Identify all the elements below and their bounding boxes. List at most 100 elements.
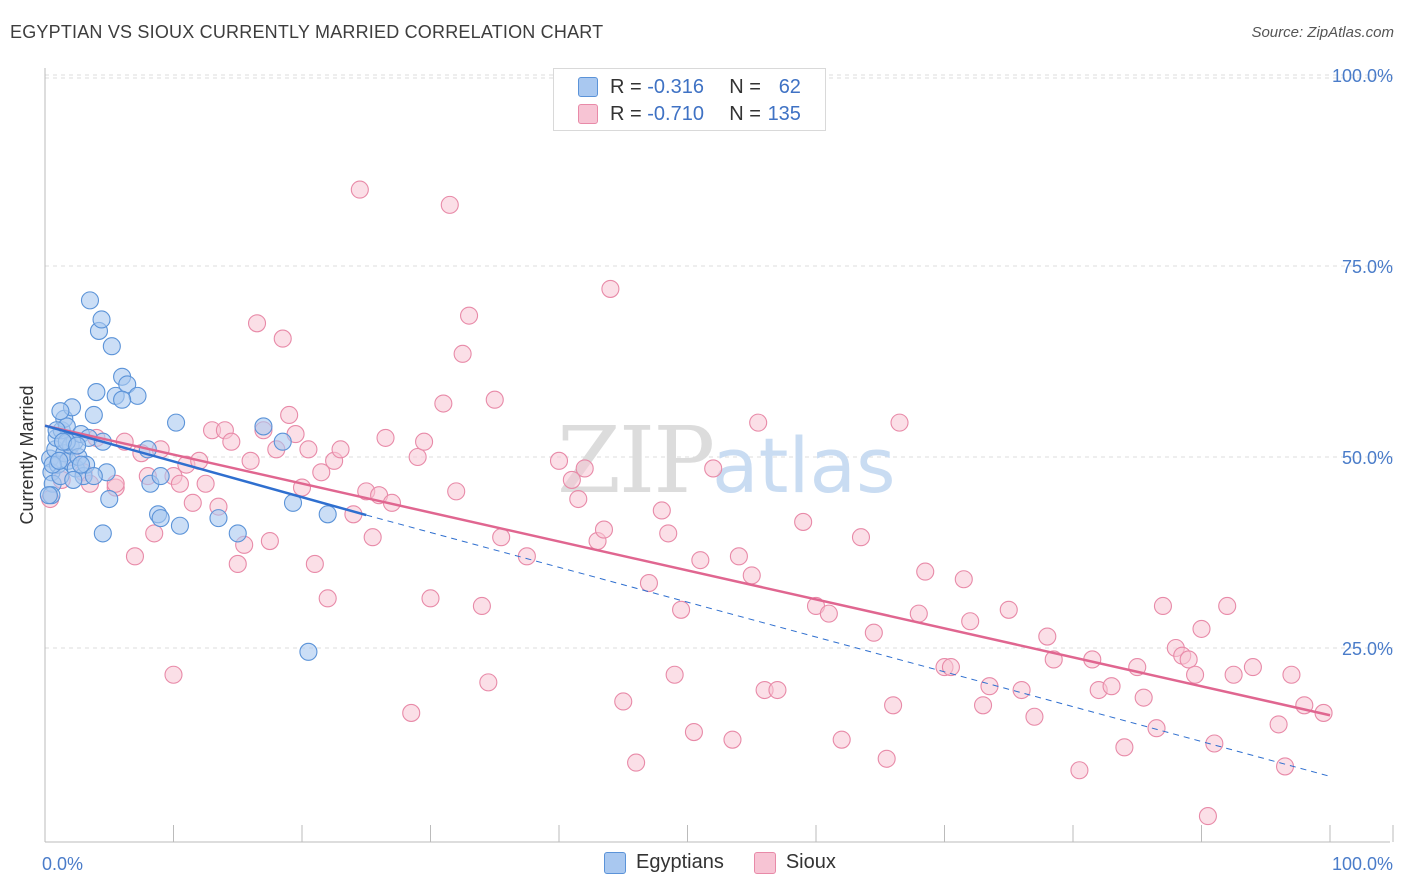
sioux-point <box>877 749 896 768</box>
sioux-point <box>492 528 511 547</box>
sioux-point <box>639 574 659 593</box>
sioux-point <box>832 730 851 749</box>
sioux-point <box>691 551 710 570</box>
sioux-point <box>472 596 491 616</box>
egyptians-point <box>113 390 132 409</box>
sioux-point <box>241 451 260 470</box>
sioux-point <box>890 413 909 432</box>
sioux-point <box>562 470 581 489</box>
sioux-point <box>280 405 299 425</box>
sioux-point <box>228 554 247 574</box>
sioux-point <box>1134 688 1153 707</box>
egyptians-trend-line <box>44 424 367 517</box>
stats-legend: R = -0.316 N = 62 R = -0.710 N = 135 <box>553 68 826 131</box>
legend-egyptians-r: -0.316 <box>647 75 704 98</box>
sioux-point <box>1153 596 1172 616</box>
sioux-point <box>247 314 267 333</box>
sioux-point <box>164 665 183 684</box>
x-tick-label: 100.0% <box>1332 854 1393 874</box>
sioux-point <box>569 489 588 509</box>
y-tick-label: 100.0% <box>1332 66 1393 86</box>
y-axis-label: Currently Married <box>17 385 37 524</box>
sioux-point <box>941 658 960 677</box>
sioux-point <box>659 524 678 543</box>
sioux-point <box>183 493 202 512</box>
sioux-point <box>1275 757 1295 776</box>
egyptians-point <box>128 386 147 405</box>
source-label: Source: ZipAtlas.com <box>1251 24 1394 41</box>
legend-egyptians-n: 62 <box>778 75 801 98</box>
sioux-point <box>851 528 871 547</box>
sioux-point <box>1218 596 1237 616</box>
sioux-point <box>684 722 703 742</box>
sioux-point <box>305 554 324 574</box>
egyptians-point <box>100 489 119 509</box>
egyptians-points <box>39 291 337 661</box>
sioux-point <box>627 753 646 772</box>
egyptians-point <box>167 413 186 432</box>
legend-row-egyptians: R = -0.316 N = 62 <box>578 75 801 99</box>
sioux-point <box>601 279 620 298</box>
y-tick-label: 25.0% <box>1342 639 1393 659</box>
egyptians-point <box>84 467 103 486</box>
sioux-point <box>517 547 536 566</box>
sioux-point <box>421 589 440 608</box>
sioux-point <box>549 451 569 470</box>
sioux-point <box>729 547 748 566</box>
egyptians-point <box>170 516 189 535</box>
sioux-point <box>1115 738 1134 757</box>
sioux-point <box>222 432 241 451</box>
sioux-point <box>884 696 903 715</box>
sioux-point <box>408 447 427 467</box>
legend-item-sioux[interactable]: Sioux <box>753 851 836 874</box>
egyptians-point <box>151 467 170 486</box>
sioux-point <box>1198 807 1217 826</box>
axis-labels: 100.0% 75.0% 50.0% 25.0% 0.0% 100.0% Currently… <box>17 66 1393 874</box>
sioux-point <box>973 696 993 715</box>
egyptians-point <box>71 455 91 474</box>
sioux-point <box>1224 665 1243 684</box>
egyptians-point <box>102 337 121 356</box>
egyptians-point <box>299 642 318 661</box>
legend-r-label: R = <box>610 102 642 125</box>
sioux-point <box>440 195 459 214</box>
trend-lines <box>44 424 1331 777</box>
sioux-point <box>350 180 369 199</box>
sioux-point <box>479 673 498 692</box>
sioux-point <box>1012 680 1031 700</box>
watermark-atlas: atlas <box>712 421 896 510</box>
egyptians-point <box>84 405 103 425</box>
sioux-point <box>1205 734 1224 753</box>
sioux-point <box>909 604 928 623</box>
sioux-point <box>447 482 466 501</box>
sioux-trend-line <box>44 424 1331 717</box>
sioux-point <box>145 524 164 543</box>
egyptians-point <box>50 451 69 470</box>
sioux-point <box>402 703 421 722</box>
sioux-point <box>794 512 813 531</box>
sioux-point <box>273 329 292 348</box>
sioux-point <box>318 589 337 608</box>
sioux-point <box>125 547 144 566</box>
egyptians-trend-extension <box>366 514 1331 777</box>
legend-n-label: N = <box>729 75 761 98</box>
sioux-point <box>170 474 189 493</box>
sioux-point <box>415 432 434 451</box>
sioux-point <box>434 394 453 413</box>
sioux-point <box>768 680 787 700</box>
legend-item-egyptians[interactable]: Egyptians <box>604 851 724 874</box>
sioux-point <box>742 566 761 585</box>
y-tick-label: 75.0% <box>1342 257 1393 277</box>
sioux-point <box>459 306 479 325</box>
sioux-point <box>363 528 382 547</box>
series-legend: Egyptians Sioux <box>604 851 866 874</box>
sioux-point <box>1179 650 1198 669</box>
sioux-point <box>485 390 504 409</box>
egyptians-point <box>93 524 112 543</box>
sioux-point <box>260 531 279 551</box>
egyptians-point <box>51 402 70 421</box>
sioux-point <box>1186 665 1205 684</box>
legend-sioux-n: 135 <box>767 102 801 125</box>
sioux-point <box>594 520 614 539</box>
sioux-point <box>1025 707 1044 726</box>
